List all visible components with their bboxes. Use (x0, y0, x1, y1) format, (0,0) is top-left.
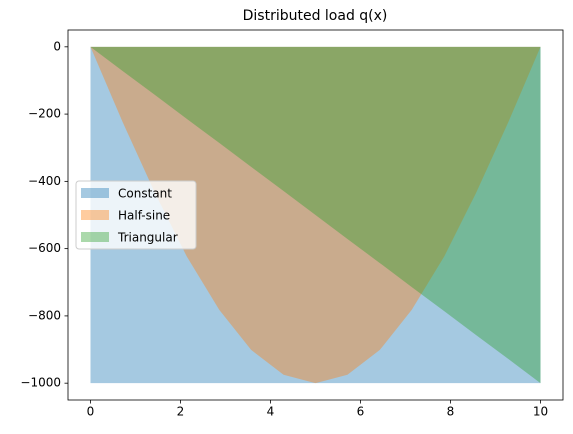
area (90, 46, 541, 384)
x-tick-label: 8 (447, 405, 455, 419)
plot-frame (67, 29, 564, 401)
x-tick-label: 2 (177, 405, 185, 419)
legend-label: Constant (118, 187, 172, 201)
y-tick-label: −1000 (20, 376, 61, 390)
y-tick-label: −400 (28, 174, 61, 188)
chart-title: Distributed load q(x) (243, 8, 388, 24)
legend-label: Half-sine (118, 209, 170, 223)
y-tick-label: −800 (28, 308, 61, 322)
legend-swatch (81, 210, 109, 220)
area (90, 46, 541, 384)
legend-box (75, 180, 197, 250)
y-tick-label: 0 (53, 39, 61, 53)
area (90, 46, 541, 384)
x-tick-label: 6 (357, 405, 365, 419)
legend: Constant Half-sine Triangular (75, 180, 197, 250)
x-tick-label: 10 (533, 405, 548, 419)
y-tick-label: −200 (28, 107, 61, 121)
x-tick-label: 4 (267, 405, 275, 419)
y-tick-label: −600 (28, 241, 61, 255)
legend-label: Triangular (117, 231, 178, 245)
x-tick-label: 0 (87, 405, 95, 419)
legend-swatch (81, 188, 109, 198)
legend-swatch (81, 232, 109, 242)
